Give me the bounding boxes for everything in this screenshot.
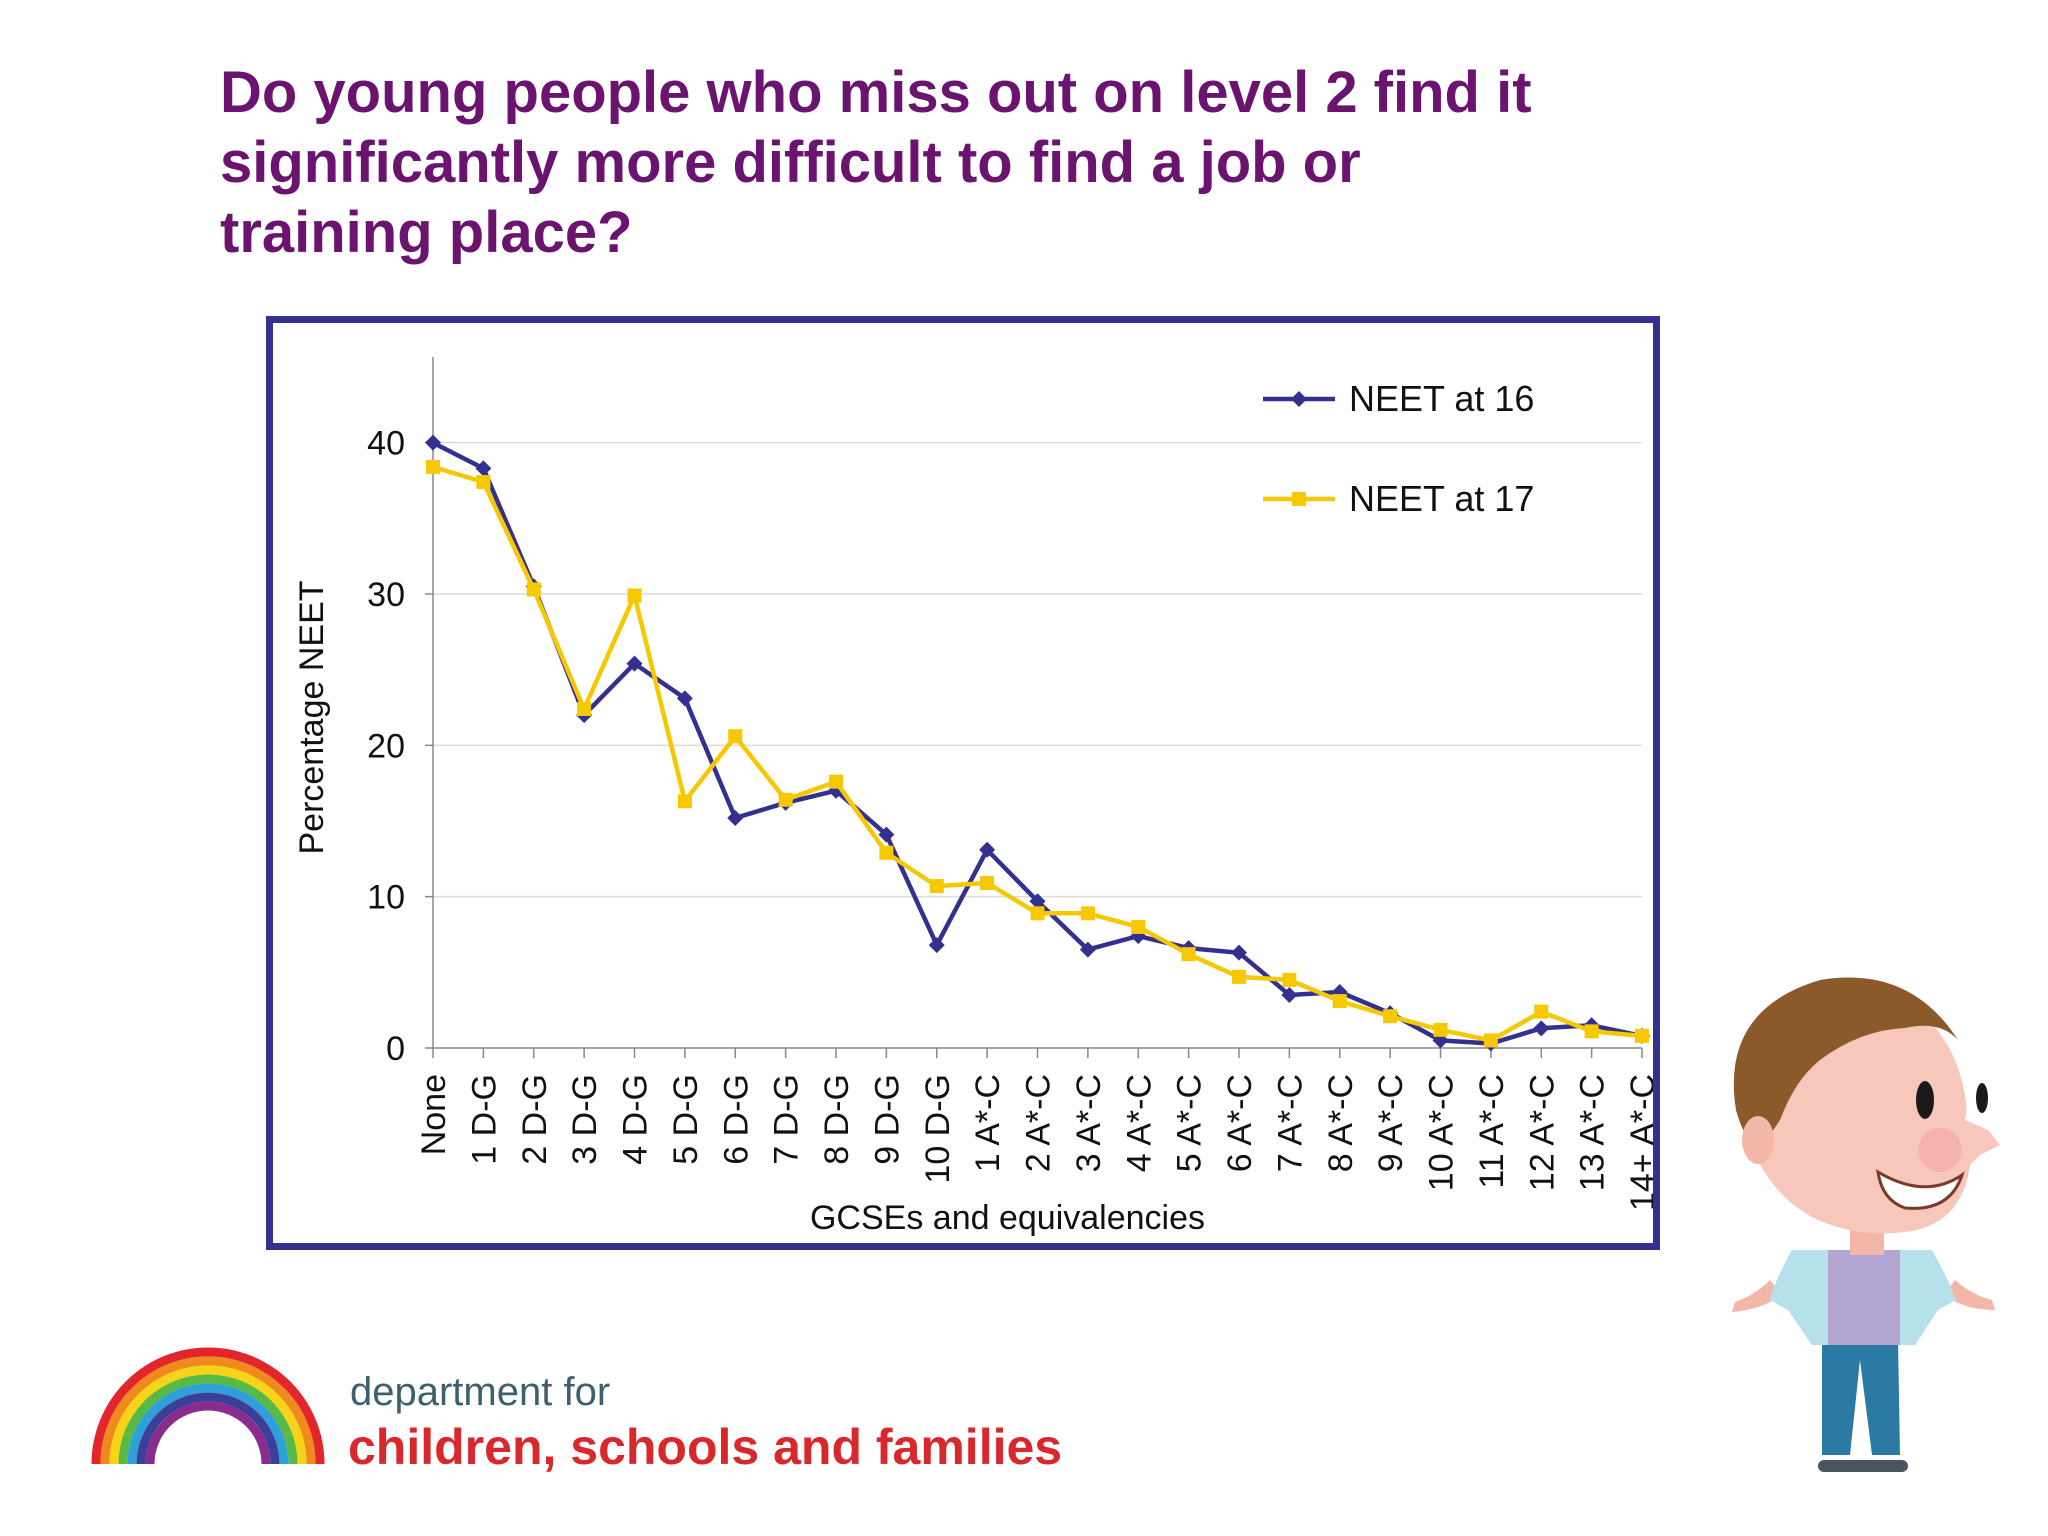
x-tick-label: 14+ A*-C — [1624, 1074, 1653, 1211]
cartoon-boy-illustration — [1732, 977, 2000, 1472]
neet-line-chart: 0 10 20 30 40 None 1 D-G 2 D-G 3 D-G 4 D-G 5 D-G 6… — [293, 357, 1653, 1237]
legend-marker — [1291, 391, 1307, 407]
data-point — [425, 434, 441, 451]
data-point — [1533, 1020, 1550, 1037]
x-tick-label: None — [415, 1074, 453, 1155]
x-tick-label: 7 A*-C — [1271, 1074, 1309, 1172]
x-tick-label: 13 A*-C — [1574, 1074, 1612, 1191]
data-point — [526, 582, 541, 597]
legend-marker — [1292, 492, 1306, 506]
title-line-3: training place? — [220, 200, 633, 265]
x-tick-labels: None 1 D-G 2 D-G 3 D-G 4 D-G 5 D-G 6 D-G 7 D-G 8… — [415, 1074, 1653, 1211]
x-tick-label: 5 D-G — [667, 1074, 705, 1165]
data-point — [1231, 944, 1247, 961]
data-point — [1332, 994, 1347, 1009]
series — [425, 434, 1650, 1052]
legend: NEET at 16 NEET at 17 — [1263, 378, 1534, 519]
x-tick-label: 8 D-G — [818, 1074, 856, 1165]
x-tick-label: 3 D-G — [566, 1074, 604, 1165]
data-point — [1030, 906, 1045, 921]
y-tick-label: 40 — [367, 425, 405, 463]
data-point — [475, 460, 492, 477]
x-tick-label: 10 D-G — [919, 1074, 957, 1184]
title-line-1: Do young people who miss out on level 2 … — [220, 60, 1532, 125]
legend-item-1: NEET at 16 — [1263, 378, 1534, 419]
data-point — [979, 841, 996, 858]
data-point — [1029, 893, 1046, 910]
y-tick-label: 10 — [367, 879, 405, 917]
data-point — [677, 794, 692, 809]
data-point — [727, 809, 744, 826]
data-point — [627, 588, 642, 603]
data-point — [829, 774, 843, 789]
x-tick-label: 5 A*-C — [1171, 1074, 1209, 1172]
rainbow-logo — [91, 1347, 325, 1465]
data-point — [1282, 972, 1297, 987]
data-point — [928, 937, 945, 954]
y-axis-label: Percentage NEET — [293, 580, 331, 854]
data-point — [577, 702, 592, 717]
series-line — [432, 464, 1643, 1043]
data-point — [1383, 1009, 1398, 1024]
department-name-line1: department for — [350, 1370, 611, 1414]
slide-title: Do young people who miss out on level 2 … — [220, 58, 1780, 268]
data-point — [1635, 1028, 1649, 1043]
x-tick-label: 1 D-G — [465, 1074, 503, 1165]
data-point — [778, 792, 793, 807]
data-point — [1232, 969, 1246, 984]
data-point — [676, 690, 693, 707]
title-line-2: significantly more difficult to find a j… — [220, 130, 1361, 195]
series-line — [431, 440, 1643, 1046]
y-tick-labels: 0 10 20 30 40 — [367, 425, 405, 1068]
data-point — [1181, 947, 1196, 962]
data-point — [1433, 1022, 1448, 1037]
x-tick-label: 10 A*-C — [1423, 1074, 1461, 1191]
data-point — [728, 729, 743, 744]
x-tick-label: 12 A*-C — [1523, 1074, 1561, 1191]
x-axis-label: GCSEs and equivalencies — [810, 1199, 1205, 1237]
x-tick-label: 9 A*-C — [1372, 1074, 1410, 1172]
legend-label: NEET at 17 — [1349, 478, 1534, 519]
axes — [425, 357, 1643, 1058]
x-tick-label: 2 A*-C — [1020, 1074, 1058, 1172]
y-tick-label: 30 — [367, 576, 405, 614]
data-point — [929, 879, 944, 894]
y-tick-label: 0 — [386, 1030, 405, 1068]
data-point — [1281, 987, 1298, 1004]
data-point — [626, 655, 643, 672]
department-name-line2: children, schools and families — [348, 1419, 1063, 1475]
x-tick-label: 3 A*-C — [1070, 1074, 1108, 1172]
data-point — [1131, 919, 1146, 934]
data-point — [1534, 1004, 1549, 1019]
data-point — [879, 845, 894, 860]
x-tick-label: 4 A*-C — [1120, 1074, 1158, 1172]
series-2 — [426, 459, 1649, 1048]
data-point — [476, 475, 491, 490]
legend-label: NEET at 16 — [1349, 378, 1534, 419]
data-point — [1483, 1033, 1498, 1048]
x-tick-label: 7 D-G — [768, 1074, 806, 1165]
data-point — [426, 459, 440, 474]
x-tick-label: 4 D-G — [617, 1074, 655, 1165]
legend-item-2: NEET at 17 — [1263, 478, 1534, 519]
data-point — [1584, 1024, 1599, 1039]
x-tick-label: 6 D-G — [717, 1074, 755, 1165]
x-tick-label: 6 A*-C — [1221, 1074, 1259, 1172]
data-point — [878, 826, 895, 843]
y-tick-label: 20 — [367, 727, 405, 765]
x-tick-label: 9 D-G — [868, 1074, 906, 1165]
x-tick-label: 2 D-G — [516, 1074, 554, 1165]
x-tick-label: 11 A*-C — [1473, 1074, 1511, 1189]
data-point — [1080, 906, 1095, 921]
chart-frame: 0 10 20 30 40 None 1 D-G 2 D-G 3 D-G 4 D-G 5 D-G 6… — [266, 316, 1660, 1250]
data-point — [1079, 941, 1096, 958]
series-1 — [425, 434, 1650, 1052]
data-point — [980, 876, 995, 891]
x-tick-label: 1 A*-C — [969, 1074, 1007, 1172]
x-tick-label: 8 A*-C — [1322, 1074, 1360, 1172]
